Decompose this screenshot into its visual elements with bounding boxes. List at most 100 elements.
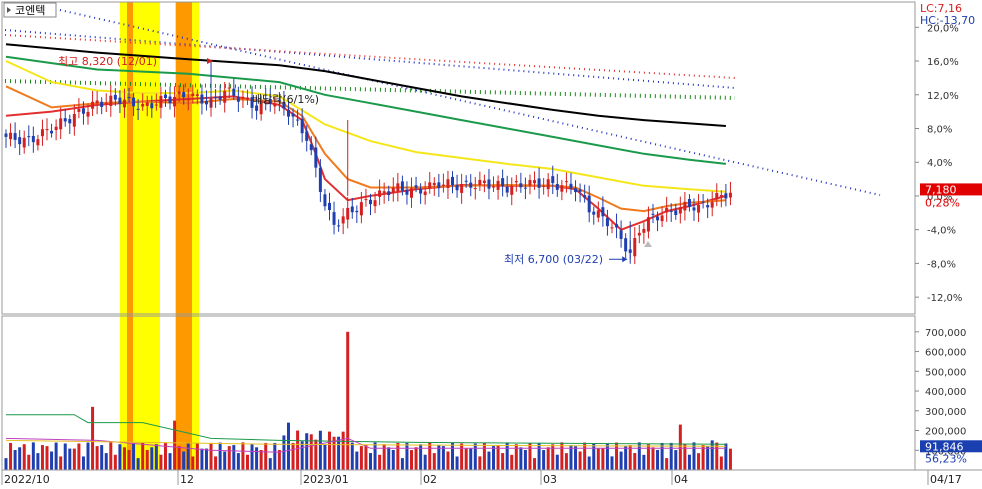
- price-tick-label: -8,0%: [927, 259, 956, 270]
- candle-body: [701, 201, 705, 203]
- volume-bar: [163, 442, 167, 470]
- candle-body: [514, 181, 518, 183]
- candle-body: [523, 187, 527, 189]
- volume-bar: [519, 447, 523, 470]
- volume-bar: [364, 445, 368, 470]
- volume-bar: [13, 450, 17, 470]
- candle-body: [728, 192, 732, 198]
- candle-body: [364, 199, 368, 201]
- volume-bar: [337, 436, 341, 470]
- candle-body: [656, 216, 660, 221]
- candle-body: [195, 94, 199, 97]
- candle-body: [660, 215, 664, 222]
- volume-bar: [314, 439, 318, 470]
- current-change-label: 0,28%: [925, 196, 960, 209]
- volume-bar: [382, 444, 386, 470]
- candle-body: [537, 178, 541, 188]
- volume-bar: [710, 440, 714, 470]
- moving-average-ma60: [5, 60, 726, 193]
- volume-bar: [191, 456, 195, 470]
- volume-tick-label: 300,000: [925, 407, 966, 418]
- x-axis-label: 04: [674, 473, 688, 486]
- candle-body: [678, 207, 682, 214]
- volume-bar: [36, 453, 40, 470]
- candle-body: [268, 99, 272, 104]
- candle-body: [4, 133, 8, 137]
- candle-body: [241, 96, 245, 99]
- price-tick-label: 20,0%: [927, 23, 959, 34]
- volume-bar: [127, 449, 131, 470]
- candle-body: [300, 118, 304, 134]
- volume-bar: [359, 446, 363, 470]
- candle-body: [669, 210, 673, 212]
- volume-bar: [245, 454, 249, 470]
- volume-bar: [250, 444, 254, 470]
- candle-body: [651, 213, 655, 215]
- candle-body: [318, 167, 322, 192]
- candle-body: [204, 100, 208, 105]
- volume-bar: [300, 441, 304, 470]
- volume-bar: [687, 454, 691, 470]
- volume-bar: [555, 454, 559, 470]
- candle-body: [113, 94, 117, 100]
- volume-bar: [523, 449, 527, 470]
- candle-body: [145, 102, 149, 106]
- trend-line-red: [4, 34, 736, 79]
- highlight-band-2: [127, 2, 133, 470]
- candle-body: [255, 105, 259, 111]
- candle-body: [236, 97, 240, 102]
- volume-bar: [4, 458, 8, 470]
- volume-bar: [95, 446, 99, 470]
- volume-bar: [209, 443, 213, 470]
- current-volume-label: 91,846: [925, 440, 964, 453]
- volume-bar: [546, 447, 550, 470]
- candle-body: [323, 194, 327, 207]
- candle-body: [624, 238, 628, 252]
- candle-body: [286, 109, 290, 117]
- candle-body: [414, 185, 418, 188]
- volume-bar: [574, 446, 578, 470]
- candle-body: [697, 205, 701, 213]
- current-price-box: [920, 183, 982, 196]
- price-tick-label: 0,0%: [927, 192, 952, 203]
- volume-bar: [674, 450, 678, 470]
- volume-bar: [255, 447, 259, 470]
- candle-body: [501, 178, 505, 187]
- volume-bar: [218, 442, 222, 470]
- current-volume-pct-label: 56,23%: [925, 452, 967, 465]
- volume-bar: [583, 442, 587, 470]
- candle-body: [9, 132, 13, 140]
- candle-body: [587, 195, 591, 213]
- candle-body: [31, 135, 35, 143]
- volume-bar: [277, 450, 281, 470]
- candle-body: [291, 113, 295, 117]
- candle-body: [122, 99, 126, 108]
- volume-bar: [296, 430, 300, 470]
- lc-label: LC:7,16: [920, 2, 962, 15]
- candle-body: [118, 97, 122, 105]
- title-box[interactable]: [3, 2, 57, 18]
- volume-bar: [327, 431, 331, 470]
- collapse-arrow-icon[interactable]: [7, 7, 11, 13]
- volume-bar: [419, 444, 423, 470]
- candle-body: [104, 102, 108, 104]
- candle-body: [59, 118, 63, 130]
- volume-bar: [141, 442, 145, 470]
- volume-bar: [45, 446, 49, 470]
- volume-bar: [18, 447, 22, 470]
- price-panel-frame: [1, 1, 916, 315]
- candle-body: [619, 230, 623, 239]
- candle-body: [578, 189, 582, 192]
- candle-body: [355, 210, 359, 213]
- candle-body: [45, 129, 49, 131]
- volume-bar: [355, 451, 359, 470]
- candle-body: [350, 206, 354, 213]
- volume-bar: [564, 453, 568, 470]
- volume-bar: [615, 442, 619, 470]
- candle-body: [473, 188, 477, 190]
- volume-average-1: [6, 414, 726, 445]
- candle-body: [191, 93, 195, 96]
- candle-body: [109, 95, 113, 106]
